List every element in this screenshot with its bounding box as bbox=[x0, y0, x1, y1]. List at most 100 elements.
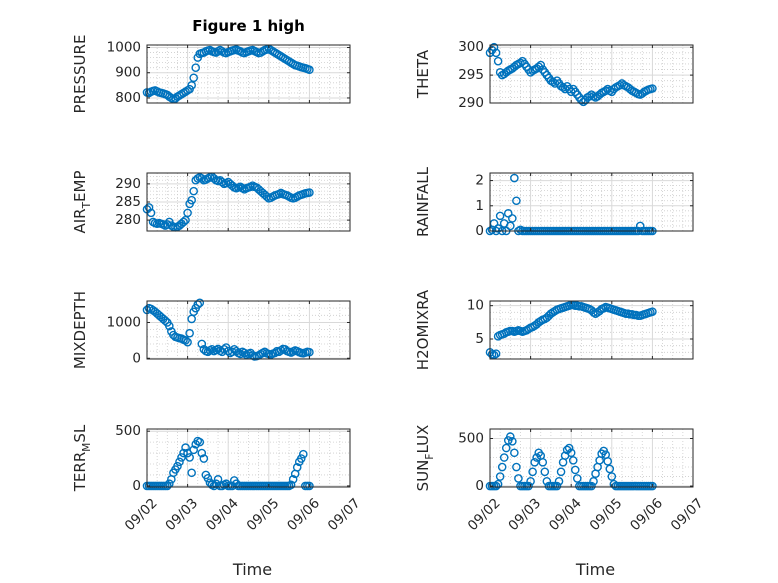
data-point bbox=[510, 448, 519, 458]
y-axis-label-subscript: M bbox=[81, 443, 93, 452]
y-axis-label-main: RAINFALL bbox=[414, 166, 432, 237]
y-tick-label: 800 bbox=[115, 90, 141, 106]
axes-background bbox=[490, 45, 693, 103]
data-point bbox=[585, 92, 594, 101]
x-axis-label: Time bbox=[575, 560, 615, 579]
data-point bbox=[240, 348, 249, 358]
y-axis-label-main: TERR bbox=[71, 452, 89, 493]
y-axis-label-subscript: F bbox=[424, 454, 436, 460]
data-point bbox=[532, 453, 541, 462]
y-tick-label: 0 bbox=[132, 478, 141, 494]
data-point bbox=[548, 77, 558, 87]
y-tick-label: 500 bbox=[115, 423, 141, 439]
data-point bbox=[305, 481, 314, 491]
y-axis-label: MIXDEPTH bbox=[71, 291, 89, 369]
data-point bbox=[493, 479, 503, 489]
axes-box bbox=[146, 44, 351, 104]
data-point bbox=[181, 336, 190, 345]
subplot-mixdepth: 0 1000 MIXDEPTH bbox=[71, 291, 351, 369]
data-point bbox=[603, 457, 613, 466]
y-axis-label-tail: SL bbox=[71, 424, 89, 443]
x-tick-label: 09/02 bbox=[465, 495, 504, 534]
data-point bbox=[189, 445, 198, 455]
data-point bbox=[185, 453, 194, 462]
y-axis-label-tail: LUX bbox=[414, 425, 432, 454]
data-point bbox=[187, 468, 196, 478]
data-point bbox=[601, 86, 611, 96]
y-tick-label: 1 bbox=[475, 198, 484, 214]
y-tick-label: 900 bbox=[115, 65, 141, 81]
data-point bbox=[572, 474, 582, 483]
data-point bbox=[566, 448, 576, 458]
data-point bbox=[189, 73, 198, 83]
y-tick-label: 0 bbox=[475, 223, 484, 239]
y-tick-label: 295 bbox=[458, 67, 484, 83]
data-point bbox=[183, 337, 192, 347]
data-point bbox=[288, 475, 298, 484]
y-tick-label: 0 bbox=[475, 478, 484, 494]
data-point bbox=[299, 449, 308, 459]
data-point bbox=[491, 48, 501, 58]
x-tick-label: 09/05 bbox=[244, 495, 283, 534]
y-axis-label: TERRMSL bbox=[71, 424, 93, 492]
data-point bbox=[197, 339, 207, 349]
y-tick-label: 5 bbox=[475, 331, 484, 347]
axes-box bbox=[489, 428, 694, 488]
data-point bbox=[587, 481, 596, 491]
data-point bbox=[508, 437, 517, 446]
chart-title: Figure 1 high bbox=[192, 17, 305, 35]
data-point bbox=[554, 476, 564, 486]
data-point bbox=[605, 464, 615, 474]
data-point bbox=[540, 467, 550, 477]
x-tick-label: 09/04 bbox=[203, 495, 242, 534]
y-tick-label: 2 bbox=[475, 173, 484, 189]
data-point bbox=[195, 437, 205, 447]
data-point bbox=[493, 56, 503, 66]
data-point bbox=[495, 472, 505, 481]
data-point bbox=[305, 347, 314, 357]
data-point bbox=[501, 443, 511, 453]
y-axis-label-tail: EMP bbox=[71, 171, 89, 202]
data-point bbox=[536, 60, 546, 70]
data-point bbox=[217, 177, 227, 187]
axes-box bbox=[489, 44, 694, 104]
y-axis-label: SUNFLUX bbox=[414, 425, 436, 492]
x-tick-label: 09/03 bbox=[505, 495, 544, 534]
x-tick-label: 09/02 bbox=[122, 495, 161, 534]
data-point bbox=[503, 209, 513, 218]
data-point bbox=[187, 81, 196, 90]
y-tick-label: 300 bbox=[458, 39, 484, 55]
axes-box bbox=[146, 428, 351, 488]
data-point bbox=[203, 473, 213, 483]
data-point bbox=[179, 217, 188, 227]
y-axis-label: PRESSURE bbox=[71, 35, 89, 114]
subplot-air-temp: 280 285 290 AIRTEMP bbox=[71, 171, 351, 234]
data-point bbox=[495, 211, 505, 221]
data-point bbox=[564, 443, 574, 453]
y-tick-label: 1000 bbox=[107, 40, 141, 56]
y-tick-label: 0 bbox=[132, 350, 141, 366]
data-point bbox=[296, 454, 306, 463]
y-axis-label: AIRTEMP bbox=[71, 171, 93, 234]
data-point bbox=[530, 457, 539, 467]
data-point bbox=[209, 481, 219, 491]
y-axis-label: H2OMIXRA bbox=[414, 289, 432, 370]
data-point bbox=[635, 221, 645, 231]
data-point bbox=[528, 467, 537, 477]
data-point bbox=[607, 472, 617, 481]
data-point bbox=[648, 307, 657, 316]
y-tick-label: 10 bbox=[467, 298, 484, 314]
data-point bbox=[144, 203, 154, 212]
data-point bbox=[177, 453, 186, 462]
x-tick-label: 09/03 bbox=[162, 495, 201, 534]
data-point bbox=[165, 321, 174, 331]
data-point bbox=[197, 448, 207, 458]
data-point bbox=[305, 65, 314, 75]
x-tick-label: 09/06 bbox=[627, 495, 666, 534]
data-point bbox=[510, 173, 519, 183]
data-point bbox=[199, 454, 209, 463]
data-point bbox=[508, 214, 517, 223]
data-point bbox=[648, 481, 657, 491]
data-point bbox=[175, 457, 184, 467]
